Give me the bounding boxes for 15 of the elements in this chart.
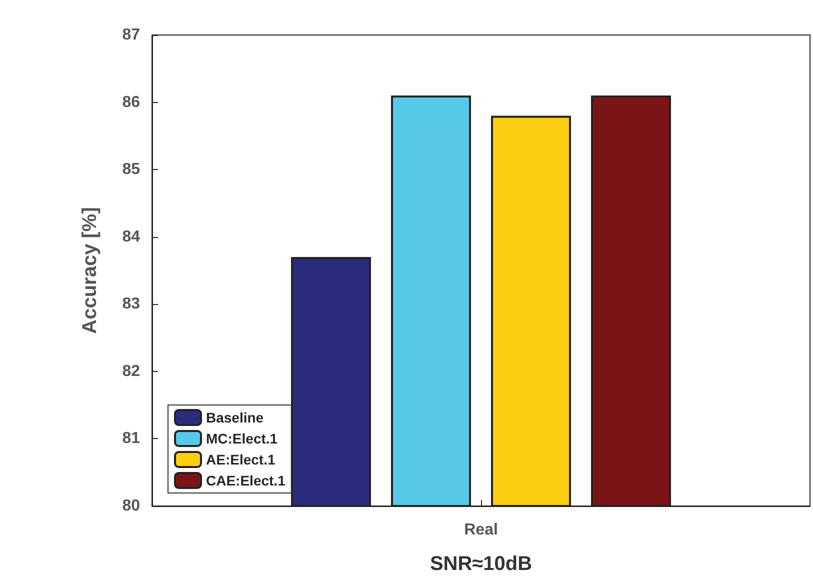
y-tick-label: 83 xyxy=(122,296,140,313)
y-tick-label: 85 xyxy=(122,161,140,178)
legend-label: AE:Elect.1 xyxy=(206,452,276,468)
legend-label: Baseline xyxy=(206,410,264,426)
y-axis-title: Accuracy [%] xyxy=(79,207,101,334)
y-tick-label: 80 xyxy=(122,498,140,514)
y-tick-label: 84 xyxy=(122,228,140,246)
y-tick-label: 86 xyxy=(122,94,140,111)
y-tick-label: 87 xyxy=(122,26,140,44)
x-axis-title: SNR≈10dB xyxy=(430,553,532,575)
legend-label: CAE:Elect.1 xyxy=(206,472,286,488)
x-tick-label: Real xyxy=(464,522,498,538)
y-tick-label: 81 xyxy=(122,430,140,448)
legend-label: MC:Elect.1 xyxy=(206,430,278,446)
y-tick-label: 82 xyxy=(122,362,140,380)
